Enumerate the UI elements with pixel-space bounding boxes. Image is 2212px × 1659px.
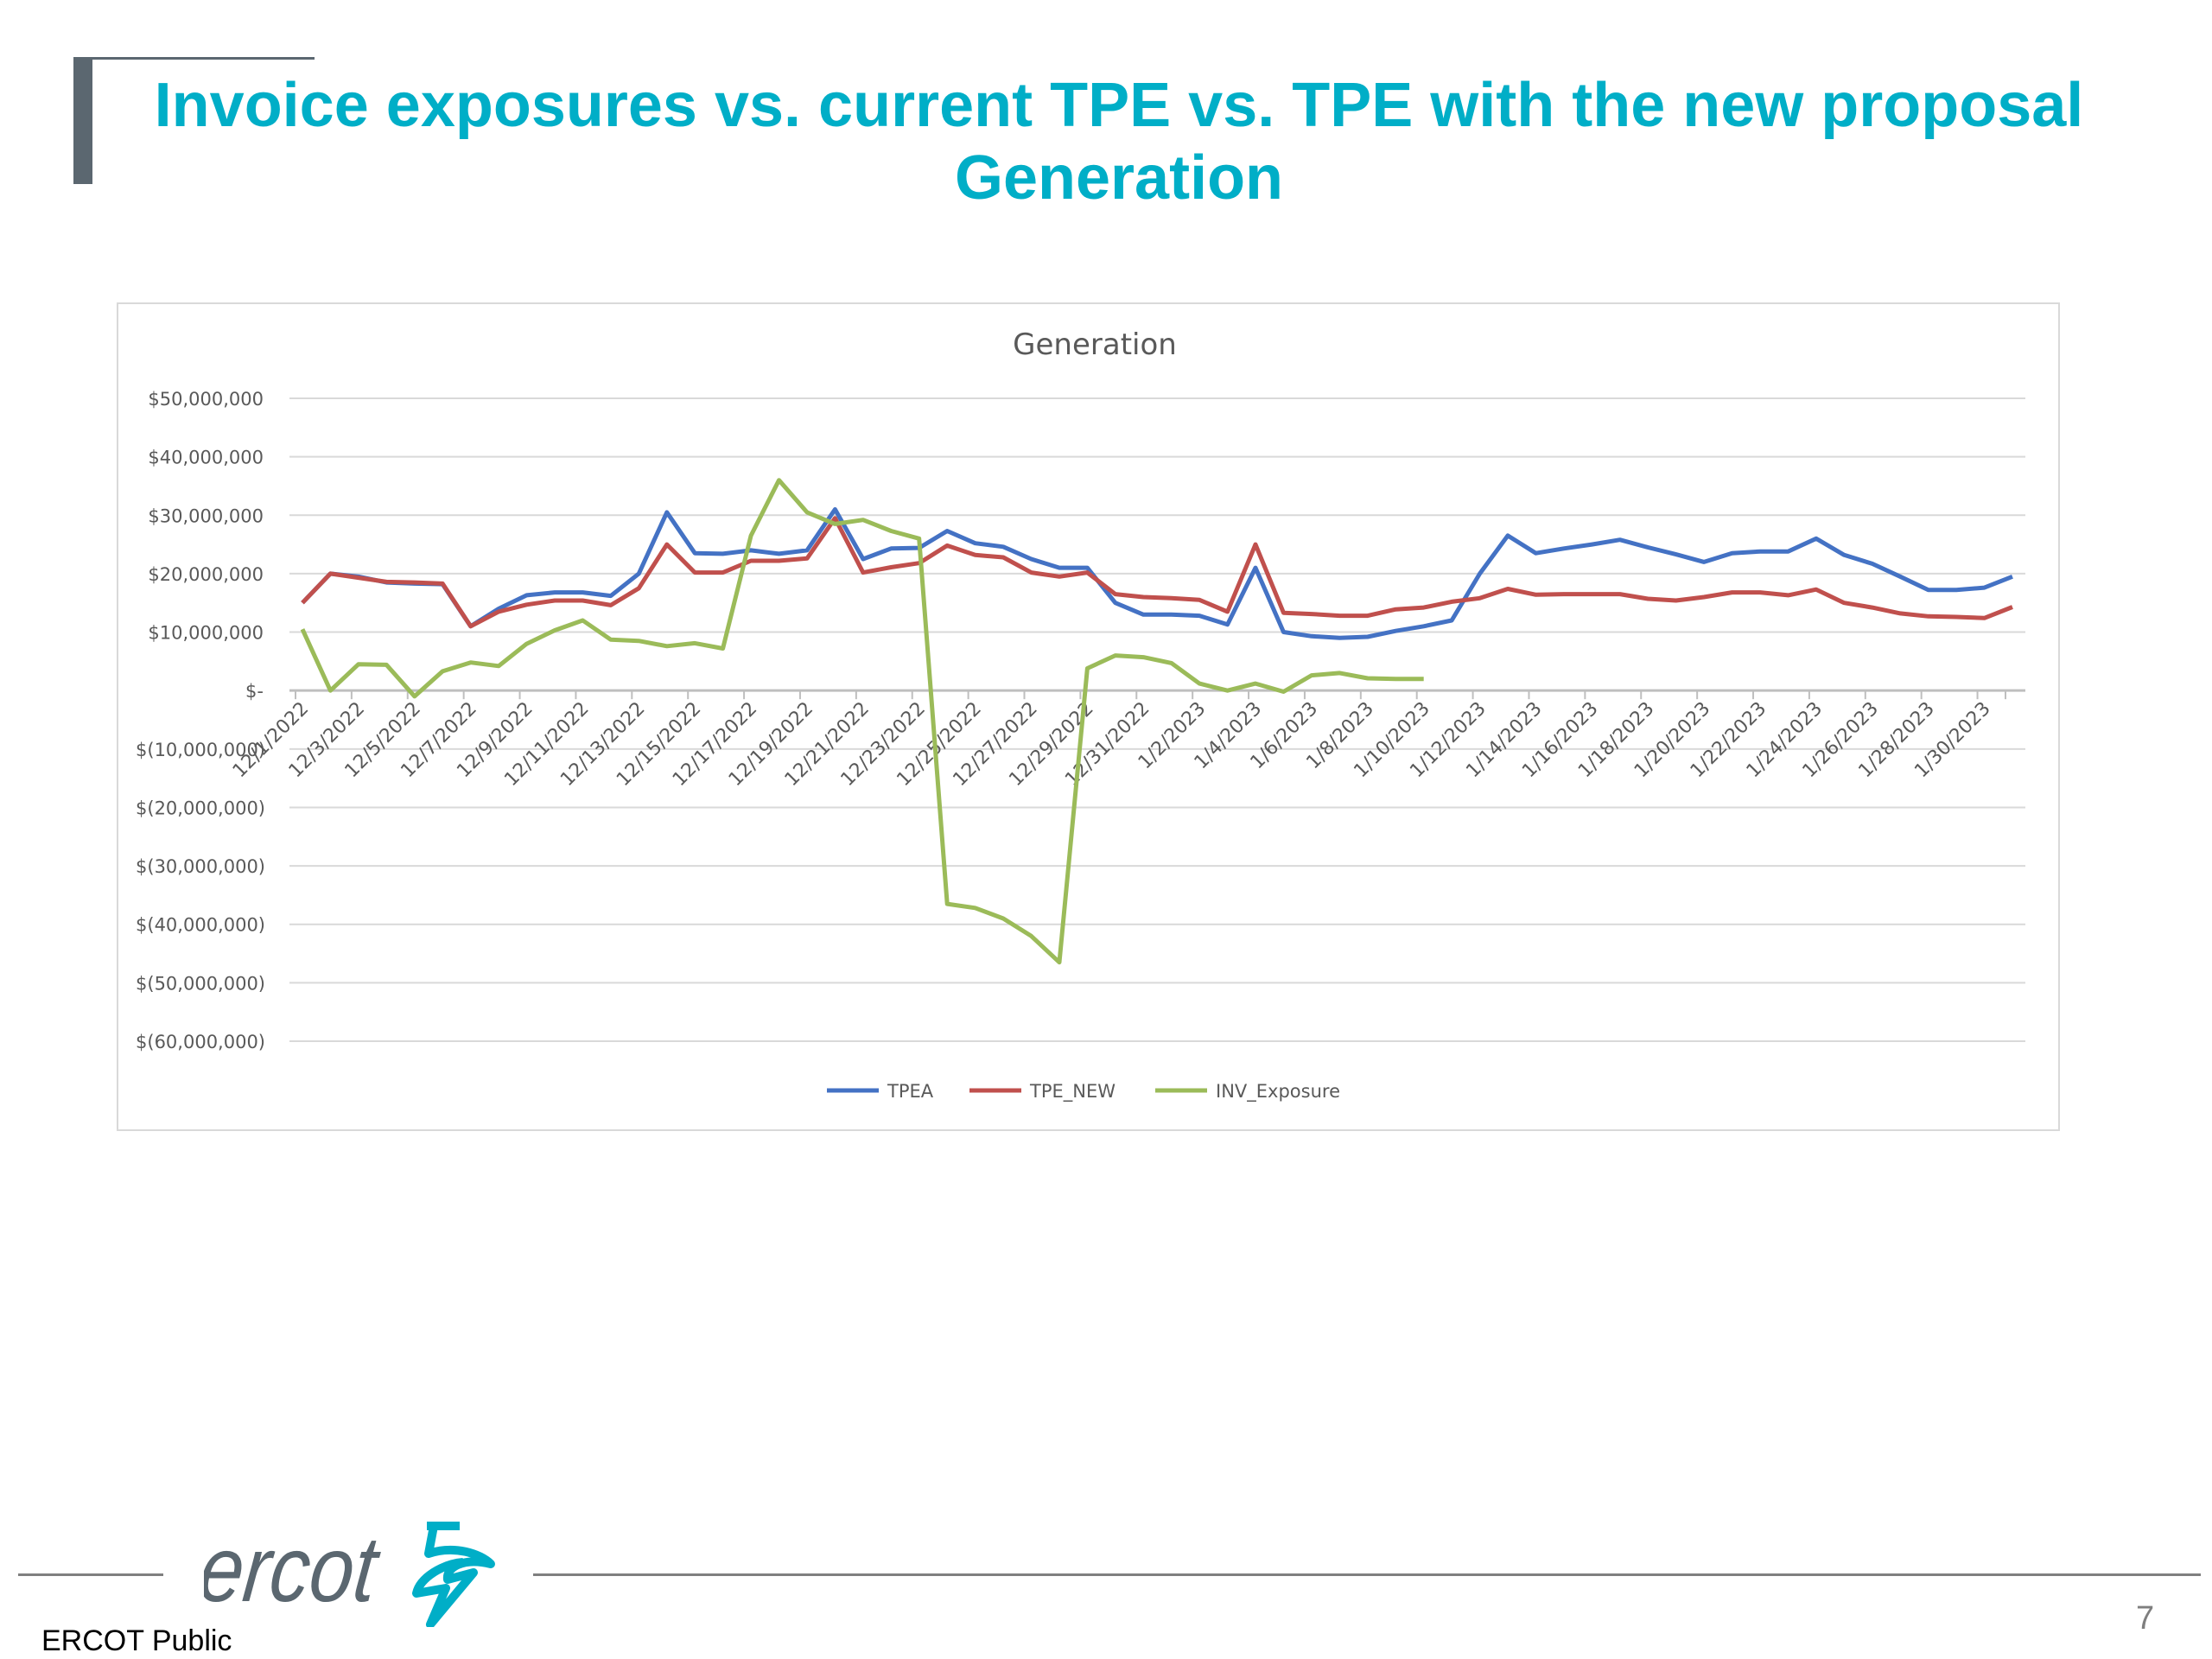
series-line-inv-exposure — [300, 478, 1424, 965]
y-tick-label: $40,000,000 — [148, 448, 264, 468]
y-tick-label: $30,000,000 — [148, 505, 264, 526]
y-tick-label: $(10,000,000) — [136, 740, 265, 760]
svg-text:ercot: ercot — [204, 1519, 385, 1622]
y-tick-label: $(60,000,000) — [136, 1032, 265, 1052]
slide-title-line2: Generation — [954, 143, 1284, 213]
footer-classification: ERCOT Public — [41, 1624, 232, 1657]
page-number: 7 — [2136, 1600, 2155, 1637]
legend-label: TPEA — [887, 1081, 934, 1102]
title-accent-line — [73, 57, 315, 60]
chart-title: Generation — [1013, 327, 1177, 362]
chart-container: Generation $50,000,000 $40,000,000 $30,000… — [117, 302, 2060, 1131]
y-tick-label: $50,000,000 — [148, 389, 264, 410]
ercot-logo: ercot — [204, 1519, 495, 1627]
y-tick-label: $10,000,000 — [148, 623, 264, 644]
y-tick-label: $(30,000,000) — [136, 856, 265, 877]
y-tick-label: $(40,000,000) — [136, 915, 265, 936]
slide-title: Invoice exposures vs. current TPE vs. TP… — [104, 69, 2134, 214]
footer-line-left — [18, 1573, 163, 1576]
legend-label: TPE_NEW — [1029, 1081, 1116, 1103]
ercot-bolt-icon — [412, 1522, 495, 1627]
series-line-tpea — [301, 507, 2013, 640]
y-tick-label: $20,000,000 — [148, 564, 264, 585]
y-tick-label: $- — [245, 681, 264, 702]
legend-label: INV_Exposure — [1216, 1081, 1340, 1103]
y-tick-label: $(50,000,000) — [136, 973, 265, 994]
line-chart: Generation $50,000,000 $40,000,000 $30,000… — [136, 327, 2025, 1103]
title-accent-bar — [73, 58, 92, 184]
footer-line-right — [533, 1573, 2201, 1576]
slide-title-line1: Invoice exposures vs. current TPE vs. TP… — [154, 71, 2084, 140]
y-tick-label: $(20,000,000) — [136, 798, 265, 818]
series-line-tpe-new — [301, 516, 2013, 629]
